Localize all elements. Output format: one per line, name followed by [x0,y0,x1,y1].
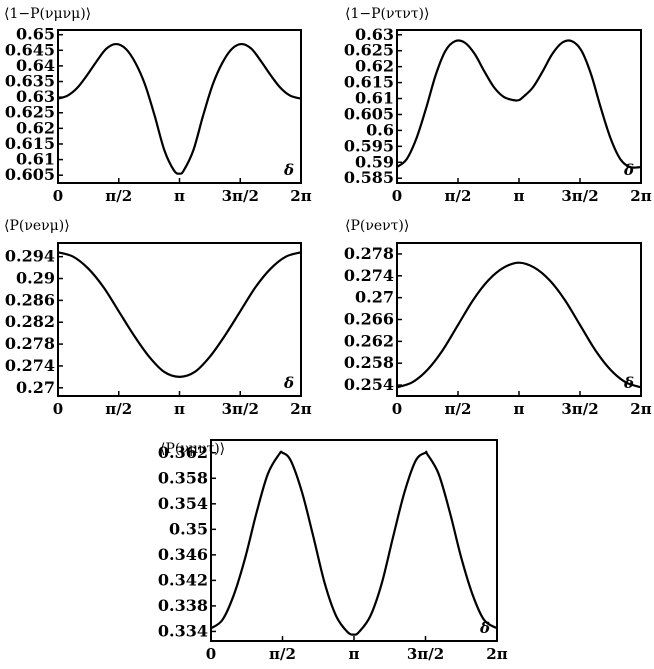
delta-annotation: δ [479,619,490,637]
series-line [210,450,498,636]
y-tick-label: 0.65 [16,25,55,44]
y-tick-label: 0.278 [344,244,394,263]
x-tick-label: 3π/2 [407,645,444,663]
y-tick-label: 0.615 [344,73,394,92]
x-tick-label: 0 [392,187,402,205]
y-tick-label: 0.62 [16,118,55,137]
y-tick-label: 0.605 [344,104,394,123]
x-tick-label: 2π [630,400,651,418]
x-tick-label: π [514,400,525,418]
y-tick-label: 0.585 [344,168,394,187]
plot-frame [57,29,302,184]
x-tick-label: π/2 [445,400,472,418]
y-tick-label: 0.29 [16,269,55,288]
y-tick-label: 0.64 [16,56,55,75]
series-line [57,251,302,378]
y-tick-label: 0.35 [169,519,208,538]
x-tick-label: 2π [486,645,507,663]
series-line [396,261,642,389]
x-tick-label: π/2 [269,645,296,663]
chart-panel-4: ⟨P(νeντ)⟩ 0.254 0.258 0.262 0.266 0.27 0.274 0.… [344,218,652,418]
y-tick-label: 0.362 [158,443,208,462]
x-tick-label: 0 [53,400,63,418]
y-tick-label: 0.625 [5,103,55,122]
chart-panels: ⟨1−P(νμνμ)⟩0.6050.610.6150.620.6250.630.… [4,6,652,663]
x-tick-label: 2π [630,187,651,205]
y-tick-label: 0.59 [355,152,394,171]
series-line [57,42,302,175]
y-tick-label: 0.338 [158,596,208,615]
y-tick-label: 0.266 [344,310,394,329]
x-tick-label: 3π/2 [222,187,259,205]
y-tick-label: 0.342 [158,570,208,589]
plot-frame [396,29,642,184]
delta-annotation: δ [623,161,634,179]
y-tick-label: 0.274 [344,266,394,285]
y-tick-label: 0.615 [5,134,55,153]
y-tick-label: 0.62 [355,57,394,76]
y-tick-label: 0.27 [16,378,55,397]
series-line [396,39,642,169]
y-tick-label: 0.358 [158,468,208,487]
x-tick-label: π/2 [105,187,132,205]
plot-frame [396,242,642,397]
y-tick-label: 0.334 [158,621,208,640]
chart-title: ⟨P(νμντ)⟩ [160,441,225,457]
x-tick-label: 0 [392,400,402,418]
chart-title: ⟨P(νeντ)⟩ [345,218,409,234]
y-tick-label: 0.63 [16,87,55,106]
x-tick-label: π [349,645,360,663]
y-tick-label: 0.635 [5,72,55,91]
x-tick-label: 3π/2 [561,400,598,418]
x-tick-label: π [514,187,525,205]
x-tick-label: π [174,187,185,205]
y-tick-label: 0.258 [344,353,394,372]
chart-panel-2: ⟨1−P(ντντ)⟩0.5850.590.5950.60.6050.610.6… [344,6,652,205]
y-tick-label: 0.63 [355,25,394,44]
y-tick-label: 0.61 [355,89,394,108]
y-tick-label: 0.605 [5,165,55,184]
chart-panel-5: ⟨P(νμντ)⟩ 0.334 0.338 0.342 0.346 0.35 0.354 0.… [158,439,508,663]
x-tick-label: π [174,400,185,418]
delta-annotation: δ [283,161,294,179]
y-tick-label: 0.274 [5,356,55,375]
chart-title: ⟨1−P(ντντ)⟩ [345,6,429,22]
y-tick-label: 0.645 [5,40,55,59]
y-tick-label: 0.294 [5,247,55,266]
x-tick-label: π/2 [445,187,472,205]
x-tick-label: 3π/2 [561,187,598,205]
y-tick-label: 0.61 [16,150,55,169]
x-tick-label: 0 [53,187,63,205]
chart-panel-3: ⟨P(νeνμ)⟩ 0.27 0.274 0.278 0.282 0.286 0.29 0.2… [4,218,312,418]
y-tick-label: 0.254 [344,375,394,394]
x-tick-label: 2π [290,187,311,205]
y-tick-label: 0.278 [5,334,55,353]
y-tick-label: 0.346 [158,545,208,564]
y-tick-label: 0.6 [366,120,394,139]
plot-frame [210,439,498,642]
y-tick-label: 0.354 [158,494,208,513]
y-tick-label: 0.625 [344,41,394,60]
y-tick-label: 0.262 [344,331,394,350]
y-tick-label: 0.27 [355,288,394,307]
y-tick-label: 0.595 [344,136,394,155]
delta-annotation: δ [283,374,294,392]
x-tick-label: 2π [290,400,311,418]
y-tick-label: 0.286 [5,290,55,309]
y-tick-label: 0.282 [5,312,55,331]
chart-title: ⟨P(νeνμ)⟩ [4,218,70,234]
x-tick-label: 3π/2 [222,400,259,418]
plot-frame [57,242,302,397]
x-tick-label: 0 [206,645,216,663]
chart-title: ⟨1−P(νμνμ)⟩ [4,6,91,22]
x-tick-label: π/2 [105,400,132,418]
chart-panel-1: ⟨1−P(νμνμ)⟩0.6050.610.6150.620.6250.630.… [4,6,312,205]
